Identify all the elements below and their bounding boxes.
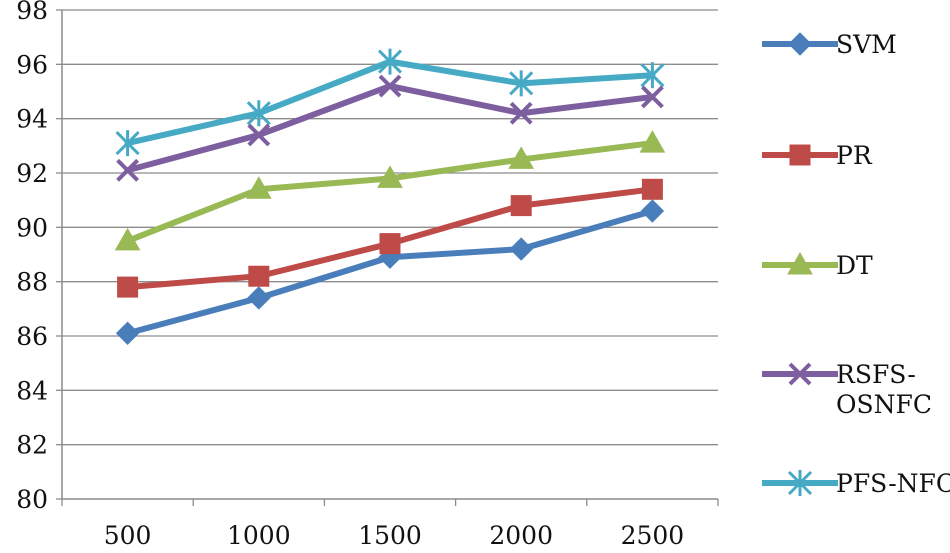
legend-marker — [788, 32, 812, 56]
x-tick-label: 1000 — [227, 521, 291, 549]
y-tick-label: 82 — [16, 431, 48, 460]
data-point-pr — [379, 233, 401, 255]
y-tick-label: 88 — [16, 268, 48, 297]
data-point-svm — [115, 321, 140, 345]
data-point-pfs-nfc — [246, 100, 271, 127]
data-point-dt — [245, 176, 272, 199]
data-point-rsfs-osnfc — [509, 101, 533, 125]
legend-label: PFS-NFC — [836, 469, 950, 498]
y-tick-label: 92 — [16, 159, 48, 188]
legend-marker — [787, 470, 813, 496]
data-point-rsfs-osnfc — [640, 85, 664, 109]
legend-item-dt: DT — [762, 251, 873, 280]
data-point-dt — [377, 165, 403, 188]
data-point-dt — [508, 146, 535, 169]
data-point-rsfs-osnfc — [247, 123, 271, 147]
x-tick-label: 1500 — [358, 521, 422, 549]
y-tick-label: 84 — [16, 376, 48, 405]
legend-label: SVM — [836, 30, 897, 59]
legend-label: PR — [836, 141, 873, 170]
y-tick-label: 96 — [16, 50, 48, 79]
y-tick-label: 86 — [16, 322, 48, 351]
x-tick-label: 2500 — [621, 521, 685, 549]
legend-label: DT — [836, 251, 873, 280]
data-point-rsfs-osnfc — [116, 158, 140, 182]
legend-item-rsfs-osnfc: RSFS-OSNFC — [762, 360, 932, 419]
legend-item-pr: PR — [762, 141, 873, 170]
legend-marker — [789, 144, 811, 166]
data-point-pr — [117, 276, 139, 298]
data-point-pr — [510, 195, 532, 217]
legend-item-pfs-nfc: PFS-NFC — [762, 469, 950, 498]
legend-marker — [787, 251, 813, 275]
data-point-dt — [639, 130, 666, 153]
series-line-svm — [124, 208, 656, 337]
x-tick-label: 2000 — [489, 521, 553, 549]
x-tick-label: 500 — [104, 521, 152, 549]
legend-marker — [788, 362, 812, 386]
data-point-pfs-nfc — [115, 130, 140, 157]
y-tick-label: 94 — [16, 105, 48, 134]
data-point-svm — [509, 237, 533, 261]
data-point-dt — [114, 227, 141, 251]
y-tick-label: 98 — [16, 0, 48, 25]
data-point-pfs-nfc — [640, 62, 665, 89]
data-point-pr — [248, 265, 270, 287]
series-line-dt — [124, 140, 656, 244]
y-tick-label: 80 — [16, 485, 48, 514]
legend-label: RSFS-OSNFC — [836, 360, 932, 419]
data-point-pfs-nfc — [509, 70, 534, 97]
y-tick-label: 90 — [16, 213, 48, 242]
data-point-svm — [247, 286, 271, 310]
data-point-pfs-nfc — [377, 48, 403, 75]
legend-item-svm: SVM — [762, 30, 897, 59]
data-point-pr — [641, 178, 663, 200]
data-point-rsfs-osnfc — [378, 74, 402, 98]
data-point-svm — [640, 199, 665, 223]
